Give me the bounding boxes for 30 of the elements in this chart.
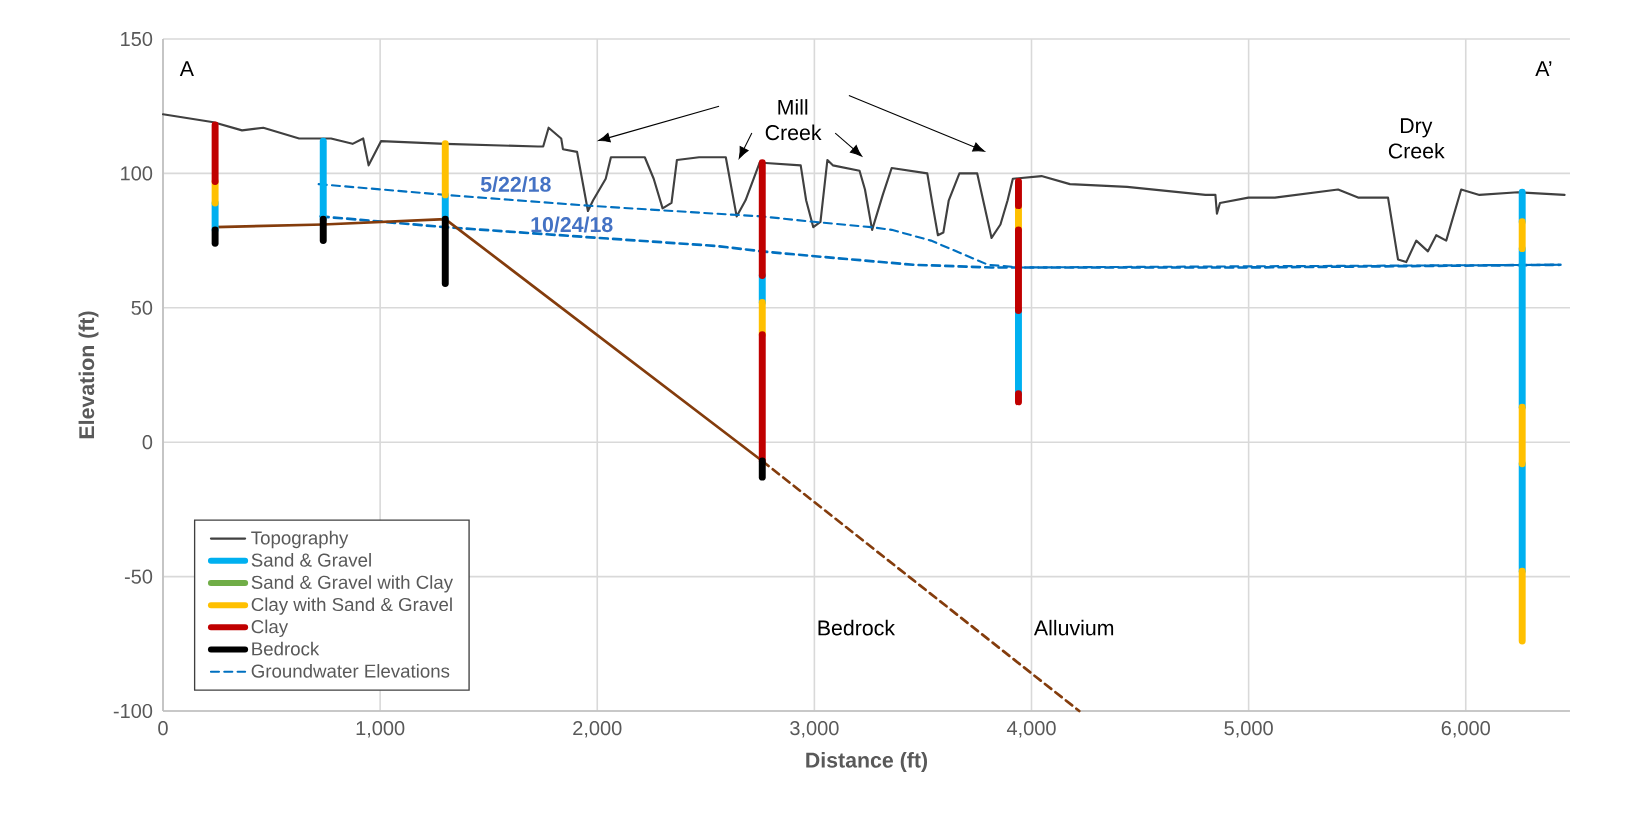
- x-tick-label: 6,000: [1441, 721, 1490, 738]
- annotation: A’: [1535, 61, 1552, 76]
- y-axis-title: Elevation (ft): [78, 311, 99, 439]
- y-tick-label: 50: [131, 300, 153, 315]
- legend-label: Groundwater Elevations: [251, 663, 450, 678]
- legend-label: Topography: [251, 530, 349, 549]
- annotation: A: [179, 61, 194, 76]
- y-tick-label: 0: [142, 435, 153, 450]
- annotation: Mill Creek: [765, 99, 822, 141]
- legend-label: Clay: [251, 619, 289, 637]
- legend-label: Sand & Gravel: [251, 553, 371, 567]
- y-tick-label: 150: [121, 31, 153, 47]
- x-tick-label: 3,000: [790, 721, 839, 738]
- legend-label: Sand & Gravel with Clay: [251, 575, 454, 593]
- annotation: Dry Creek: [1388, 118, 1445, 159]
- x-tick-label: 2,000: [573, 721, 622, 738]
- x-tick-label: 5,000: [1224, 721, 1273, 738]
- x-tick-label: 0: [158, 721, 168, 736]
- x-tick-label: 1,000: [356, 721, 405, 738]
- legend-label: Clay with Sand & Gravel: [251, 597, 452, 615]
- x-tick-label: 4,000: [1006, 721, 1056, 738]
- x-axis-title: Distance (ft): [806, 752, 928, 772]
- y-tick-label: 100: [121, 166, 153, 181]
- legend-label: Bedrock: [252, 641, 320, 656]
- annotation: 10/24/18: [531, 216, 613, 233]
- y-tick-label: -100: [113, 703, 153, 719]
- annotation: Bedrock: [818, 619, 896, 636]
- y-tick-label: -50: [124, 569, 153, 584]
- annotation: Alluvium: [1033, 619, 1114, 636]
- annotation: 5/22/18: [480, 176, 551, 193]
